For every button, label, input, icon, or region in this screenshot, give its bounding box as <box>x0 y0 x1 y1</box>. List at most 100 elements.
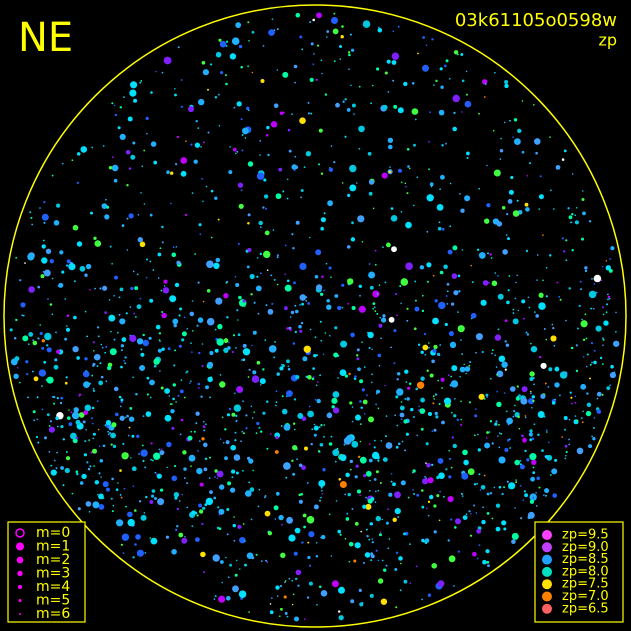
star <box>180 418 184 422</box>
star <box>457 274 461 278</box>
star <box>32 340 38 346</box>
star <box>384 71 388 75</box>
star <box>422 344 429 351</box>
star <box>418 343 421 346</box>
star <box>140 514 147 521</box>
star <box>512 308 515 311</box>
star <box>444 322 448 327</box>
star <box>608 269 613 273</box>
star <box>565 259 568 262</box>
star <box>390 480 393 483</box>
star <box>131 434 135 438</box>
star <box>438 301 446 310</box>
star <box>602 337 604 340</box>
star <box>536 505 538 507</box>
star <box>609 384 611 387</box>
star <box>247 21 250 24</box>
star <box>121 337 127 342</box>
star <box>545 455 549 459</box>
star <box>206 260 214 268</box>
star <box>170 409 175 414</box>
star <box>538 208 541 210</box>
star <box>179 307 183 311</box>
star <box>588 444 592 448</box>
star <box>153 364 157 368</box>
star <box>350 33 352 36</box>
star <box>404 182 407 185</box>
star <box>169 403 172 405</box>
star <box>341 25 344 28</box>
star <box>464 366 471 372</box>
star <box>44 436 47 440</box>
star <box>569 391 572 394</box>
star <box>159 370 161 372</box>
star <box>260 272 262 275</box>
star <box>174 349 177 352</box>
star <box>172 246 175 248</box>
star <box>75 436 79 440</box>
star <box>370 559 373 561</box>
star <box>351 221 354 225</box>
star <box>494 422 498 426</box>
star <box>544 382 547 385</box>
star <box>491 517 494 520</box>
star <box>405 262 413 271</box>
star <box>65 451 68 453</box>
star <box>142 333 145 337</box>
star <box>92 448 97 454</box>
star <box>571 402 573 405</box>
star <box>469 534 473 537</box>
star <box>413 416 415 418</box>
star <box>217 506 220 509</box>
star <box>512 415 515 418</box>
star <box>371 541 374 544</box>
star <box>184 536 186 538</box>
star <box>496 373 498 376</box>
star <box>109 432 111 434</box>
star <box>324 93 328 96</box>
star <box>602 344 604 347</box>
star <box>387 91 390 93</box>
star <box>42 271 45 273</box>
star <box>210 63 213 66</box>
star <box>318 480 326 487</box>
star <box>135 534 141 540</box>
star <box>174 93 177 97</box>
star <box>491 349 494 352</box>
star <box>451 436 454 439</box>
star <box>86 263 92 270</box>
star <box>298 325 302 329</box>
star <box>497 328 500 331</box>
star <box>89 288 91 291</box>
star <box>445 295 448 297</box>
star <box>201 522 204 526</box>
star <box>41 213 49 221</box>
star <box>549 254 552 257</box>
star <box>228 170 233 175</box>
star <box>97 428 100 431</box>
star <box>300 189 304 192</box>
star <box>375 549 378 552</box>
star <box>376 389 380 394</box>
star <box>160 386 164 390</box>
star <box>570 221 572 224</box>
star <box>257 172 265 180</box>
star <box>313 53 315 55</box>
star <box>91 417 93 420</box>
star <box>216 338 224 346</box>
star <box>393 362 396 365</box>
star <box>348 68 350 70</box>
star <box>225 74 227 77</box>
star <box>233 334 235 337</box>
star <box>158 448 161 451</box>
star <box>102 145 105 147</box>
star <box>220 71 224 75</box>
star <box>43 221 46 224</box>
star <box>41 257 48 264</box>
star <box>98 472 101 475</box>
star <box>554 382 560 388</box>
star <box>477 448 481 452</box>
star <box>439 270 444 275</box>
star <box>378 578 384 584</box>
star <box>333 161 336 164</box>
